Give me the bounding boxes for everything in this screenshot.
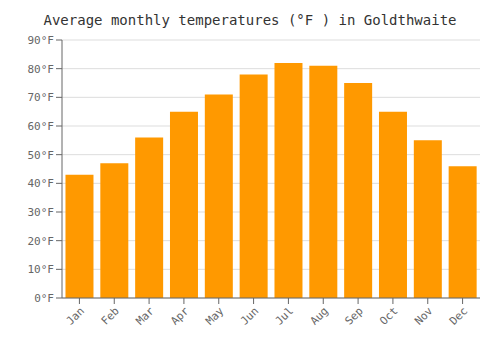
svg-text:90°F: 90°F	[28, 34, 55, 47]
svg-text:50°F: 50°F	[28, 149, 55, 162]
svg-text:30°F: 30°F	[28, 206, 55, 219]
svg-text:Jan: Jan	[64, 304, 87, 327]
svg-text:60°F: 60°F	[28, 120, 55, 133]
svg-text:Jun: Jun	[238, 304, 261, 327]
svg-text:80°F: 80°F	[28, 63, 55, 76]
svg-text:10°F: 10°F	[28, 263, 55, 276]
svg-text:Aug: Aug	[308, 304, 331, 327]
html-text:Average monthly temperatures (: Average monthly temperatures (°F ) in Go…	[43, 12, 457, 28]
svg-text:May: May	[203, 304, 227, 328]
svg-text:Sep: Sep	[342, 304, 365, 327]
svg-text:Jul: Jul	[273, 304, 296, 327]
svg-text:20°F: 20°F	[28, 235, 55, 248]
svg-text:0°F: 0°F	[34, 292, 54, 305]
svg-text:70°F: 70°F	[28, 91, 55, 104]
svg-text:40°F: 40°F	[28, 177, 55, 190]
svg-text:Oct: Oct	[377, 304, 400, 327]
svg-text:Nov: Nov	[412, 304, 436, 328]
svg-text:Feb: Feb	[99, 304, 122, 327]
svg-text:Mar: Mar	[133, 304, 157, 328]
svg-text:Apr: Apr	[168, 304, 192, 328]
svg-text:Dec: Dec	[447, 304, 470, 327]
